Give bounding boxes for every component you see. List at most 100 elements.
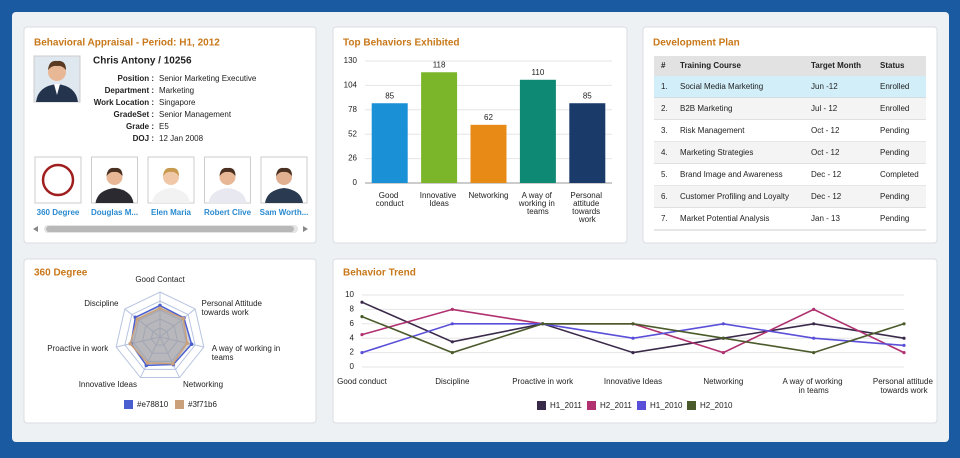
legend-label: H1_2010 — [650, 401, 683, 410]
spoke — [116, 336, 161, 348]
y-tick-label: 104 — [344, 81, 358, 90]
x-tick-label: Innovative Ideas — [604, 377, 662, 386]
avatar-body — [95, 188, 134, 203]
table-cell: B2B Marketing — [680, 104, 732, 113]
axis-label: Proactive in work — [47, 344, 109, 353]
avatar-face — [219, 169, 236, 185]
table-header — [654, 56, 926, 76]
y-tick-label: 10 — [345, 290, 354, 299]
legend-label: H2_2011 — [600, 401, 632, 410]
spoke — [159, 336, 180, 378]
panel-title: Behavioral Appraisal - Period: H1, 2012 — [34, 38, 220, 49]
legend-swatch — [637, 401, 646, 410]
x-tick-label: Innovative Ideas — [420, 191, 459, 208]
y-tick-label: 4 — [350, 333, 355, 342]
table-row[interactable] — [654, 98, 926, 120]
bar — [569, 103, 606, 183]
legend-swatch — [175, 400, 184, 409]
trend-point — [631, 322, 635, 326]
y-tick-label: 8 — [350, 305, 355, 314]
trend-point — [450, 340, 454, 344]
table-row[interactable] — [654, 164, 926, 186]
table-cell: Pending — [880, 148, 909, 157]
spoke — [124, 308, 161, 338]
panel-title: 360 Degree — [34, 268, 88, 279]
table-header-cell: Training Course — [680, 61, 741, 70]
trend-point — [360, 333, 364, 337]
bar — [421, 72, 458, 183]
table-row[interactable] — [654, 120, 926, 142]
thumbnail-label[interactable]: 360 Degree — [37, 208, 80, 217]
bar — [470, 124, 507, 183]
avatar-face — [276, 169, 292, 185]
x-tick-label: Networking — [703, 377, 743, 386]
radar-point — [135, 317, 140, 321]
field-value: 12 Jan 2008 — [159, 134, 204, 143]
radar-area — [129, 307, 188, 365]
radar-point — [171, 361, 175, 366]
avatar-hair — [106, 167, 123, 176]
table-cell: Jun -12 — [811, 82, 838, 91]
legend-swatch — [124, 400, 133, 409]
table-row[interactable] — [654, 208, 926, 230]
field-label: Grade : — [126, 122, 154, 131]
table-cell: Enrolled — [880, 82, 909, 91]
y-tick-label: 130 — [344, 56, 358, 65]
table-header-cell: Target Month — [811, 61, 861, 70]
avatar — [33, 55, 81, 103]
table-row[interactable] — [654, 76, 926, 98]
scroll-thumb[interactable] — [46, 226, 294, 232]
scroll-right[interactable] — [303, 226, 308, 232]
table-cell: Pending — [880, 126, 909, 135]
thumbnail-label[interactable]: Sam Worth... — [260, 208, 309, 217]
x-tick-label: A way of working in teams — [518, 191, 557, 216]
value-label: 85 — [583, 91, 592, 100]
panel-title: Top Behaviors Exhibited — [343, 38, 460, 49]
x-tick-label: Personal attitude towards work — [873, 377, 935, 395]
bar — [519, 79, 556, 183]
bar — [371, 103, 408, 183]
trend-point — [450, 307, 454, 311]
grid-ring — [115, 291, 205, 379]
trend-point — [631, 351, 635, 355]
panel-title: Development Plan — [653, 38, 740, 49]
table-cell: 4. — [661, 148, 668, 157]
table-row[interactable] — [654, 186, 926, 208]
avatar-face — [163, 169, 179, 185]
trend-point — [450, 322, 454, 326]
trend-point — [902, 336, 906, 340]
panel — [23, 258, 317, 424]
thumbnail-label[interactable]: Robert Clive — [204, 208, 252, 217]
field-value: Marketing — [159, 86, 194, 95]
trend-point — [360, 315, 364, 319]
y-tick-label: 2 — [350, 348, 355, 357]
x-tick-label: Good conduct — [376, 191, 405, 208]
trend-point — [812, 351, 816, 355]
field-value: E5 — [159, 122, 169, 131]
table-row[interactable] — [654, 142, 926, 164]
radar-point — [185, 341, 190, 346]
table-cell: Enrolled — [880, 104, 909, 113]
scroll-left[interactable] — [33, 226, 38, 232]
table-cell: 7. — [661, 214, 668, 223]
field-label: Position : — [118, 74, 154, 83]
thumbnail-label[interactable]: Douglas M... — [91, 208, 138, 217]
x-tick-label: Discipline — [435, 377, 470, 386]
axis-label: Discipline — [84, 299, 119, 308]
field-label: GradeSet : — [114, 110, 154, 119]
table-cell: 6. — [661, 192, 668, 201]
table-cell: Completed — [880, 170, 919, 179]
thumbnail-label[interactable]: Elen Maria — [151, 208, 192, 217]
value-label: 110 — [532, 68, 545, 77]
table-cell: Customer Profiling and Loyalty — [680, 192, 789, 201]
y-tick-label: 52 — [348, 129, 357, 138]
radar-point — [189, 342, 194, 347]
table-cell: Dec - 12 — [811, 192, 842, 201]
panel — [332, 258, 938, 424]
trend-point — [721, 351, 725, 355]
y-tick-label: 78 — [348, 105, 357, 114]
legend-label: H2_2010 — [700, 401, 733, 410]
x-tick-label: A way of working in teams — [783, 377, 845, 395]
field-value: Senior Management — [159, 110, 232, 119]
spoke — [140, 336, 161, 378]
